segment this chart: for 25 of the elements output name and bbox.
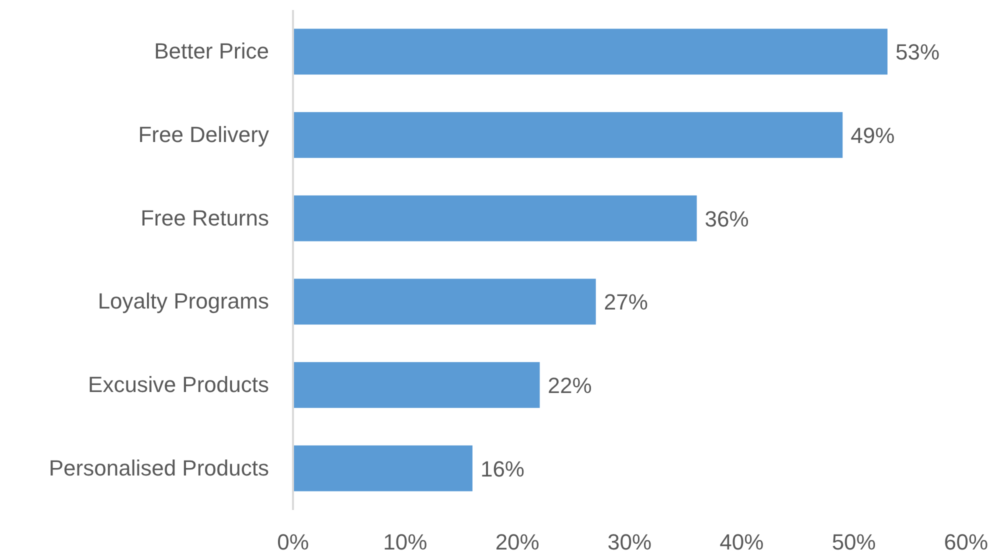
bar xyxy=(293,28,888,75)
bar xyxy=(293,362,540,408)
x-tick-label: 20% xyxy=(495,530,540,555)
y-tick-label: Better Price xyxy=(154,38,269,64)
bar xyxy=(293,112,843,158)
x-tick-label: 10% xyxy=(383,530,428,555)
data-label: 49% xyxy=(850,123,895,148)
data-label: 36% xyxy=(704,206,749,232)
data-label: 27% xyxy=(604,290,648,315)
bar xyxy=(293,445,472,492)
x-tick-label: 50% xyxy=(832,530,876,555)
y-tick-label: Free Delivery xyxy=(138,122,269,148)
x-tick-label: 60% xyxy=(944,530,988,555)
data-label: 53% xyxy=(895,40,940,65)
bar xyxy=(293,195,697,242)
x-tick-label: 40% xyxy=(720,530,764,555)
y-tick-label: Loyalty Programs xyxy=(98,288,269,314)
bar xyxy=(293,278,596,325)
data-label: 16% xyxy=(480,456,525,482)
x-tick-label: 30% xyxy=(607,530,652,555)
data-label: 22% xyxy=(548,373,592,398)
y-tick-label: Free Returns xyxy=(140,205,269,230)
y-tick-label: Excusive Products xyxy=(88,372,269,398)
x-tick-label: 0% xyxy=(277,530,309,555)
y-tick-label: Personalised Products xyxy=(48,455,269,480)
